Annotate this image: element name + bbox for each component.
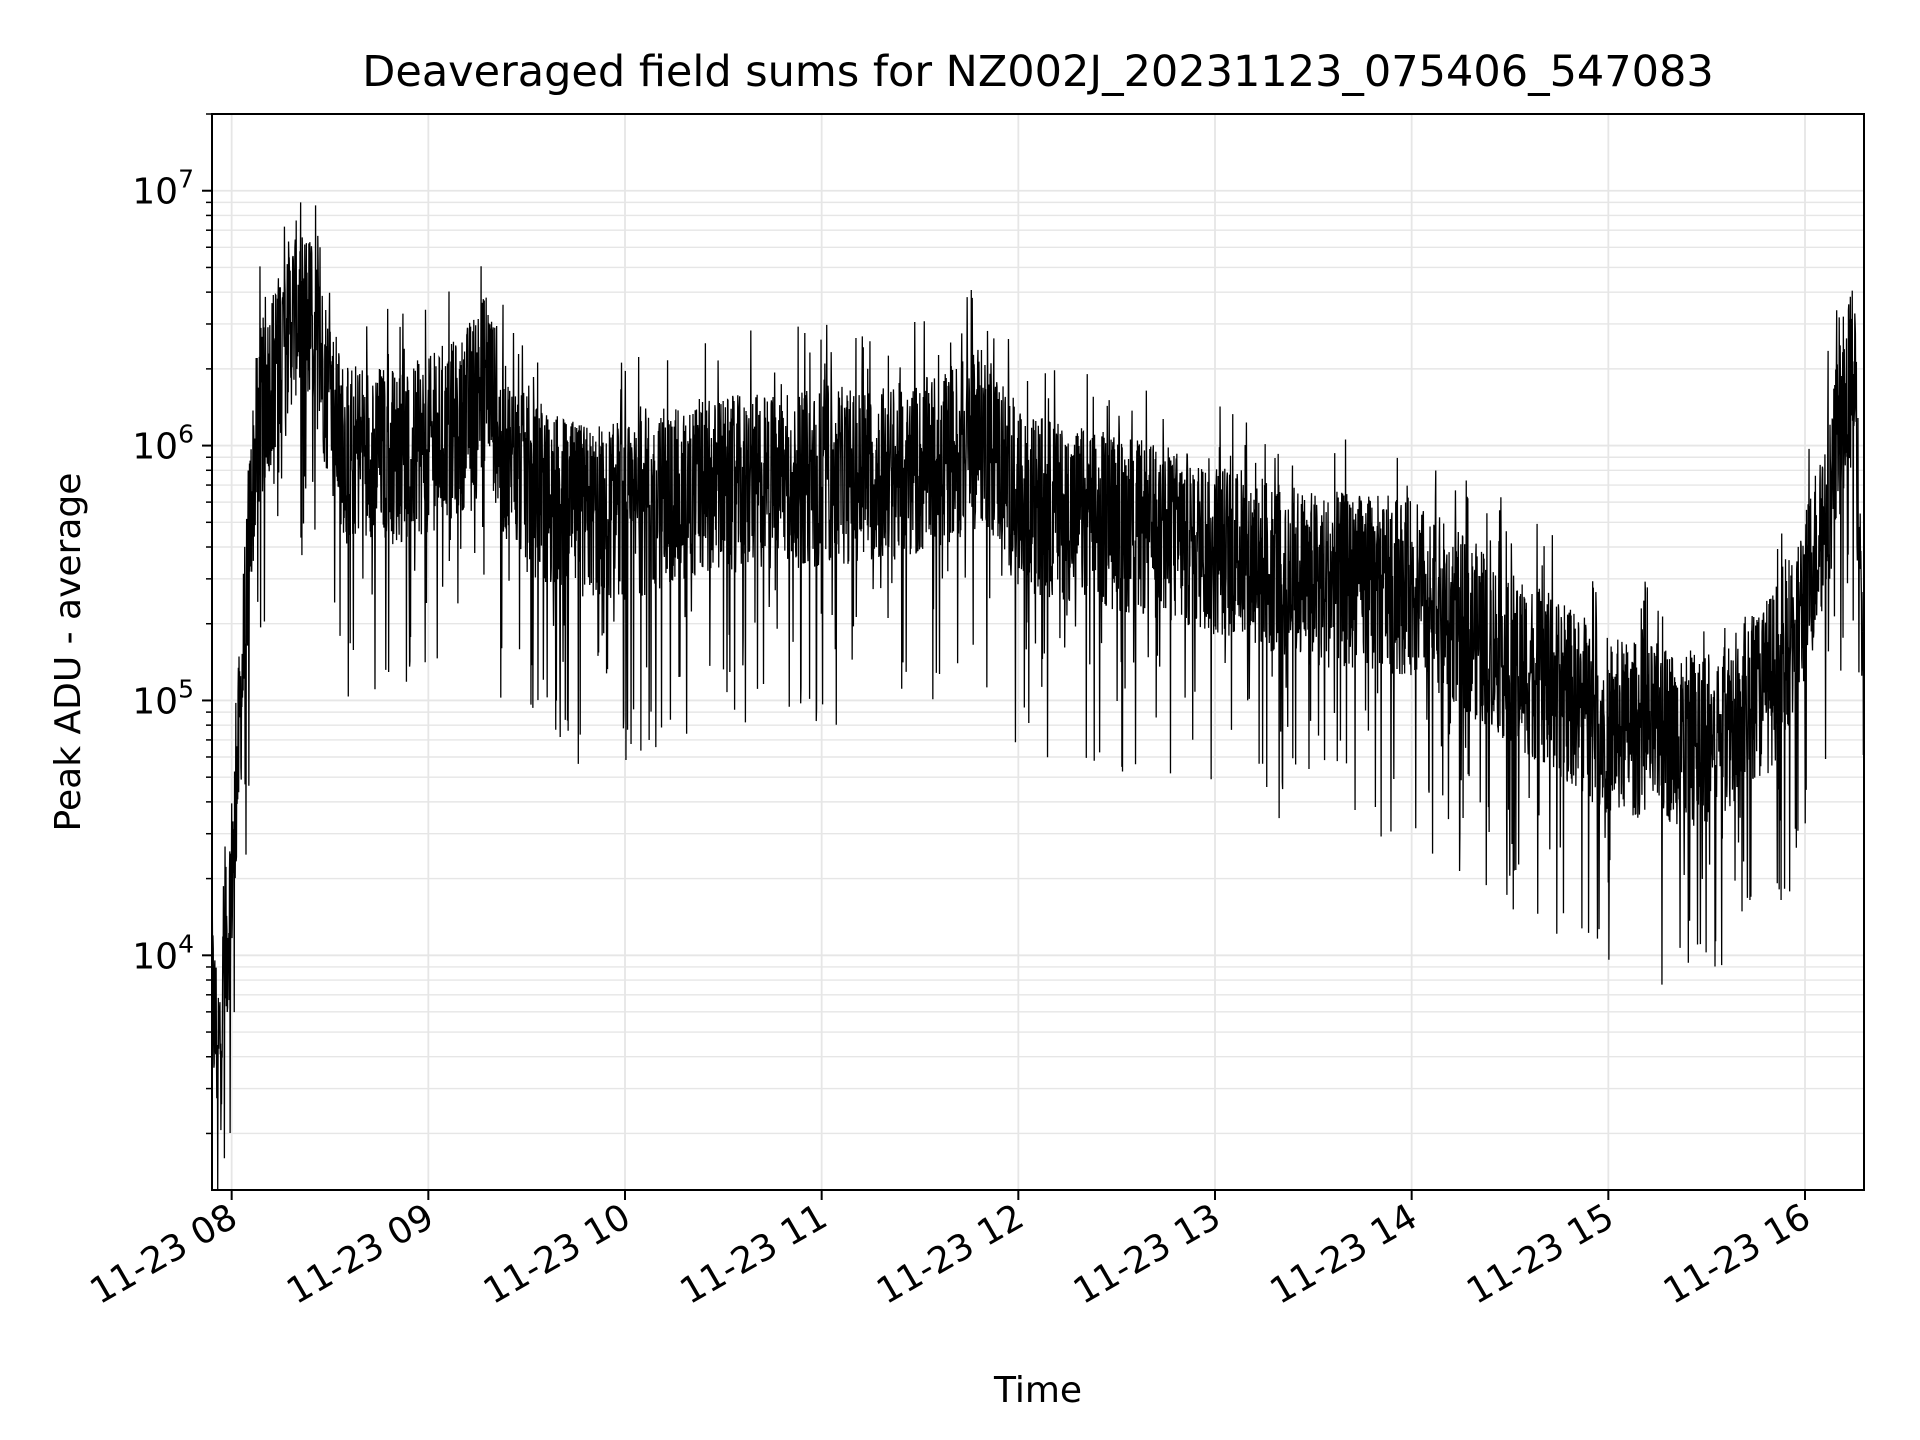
y-axis-label: Peak ADU - average (48, 473, 89, 832)
series-line (212, 202, 1864, 1190)
plot-area (212, 202, 1864, 1190)
x-axis-label: Time (993, 1370, 1082, 1411)
y-tick-label: 106 (132, 420, 194, 468)
chart-title: Deaveraged field sums for NZ002J_2023112… (362, 47, 1713, 97)
y-axis: 104 105 106 107 (132, 113, 212, 1135)
y-tick-label: 104 (132, 929, 194, 977)
y-tick-label: 107 (132, 165, 194, 213)
y-tick-label: 105 (132, 674, 194, 722)
plot-frame (211, 113, 1865, 1191)
